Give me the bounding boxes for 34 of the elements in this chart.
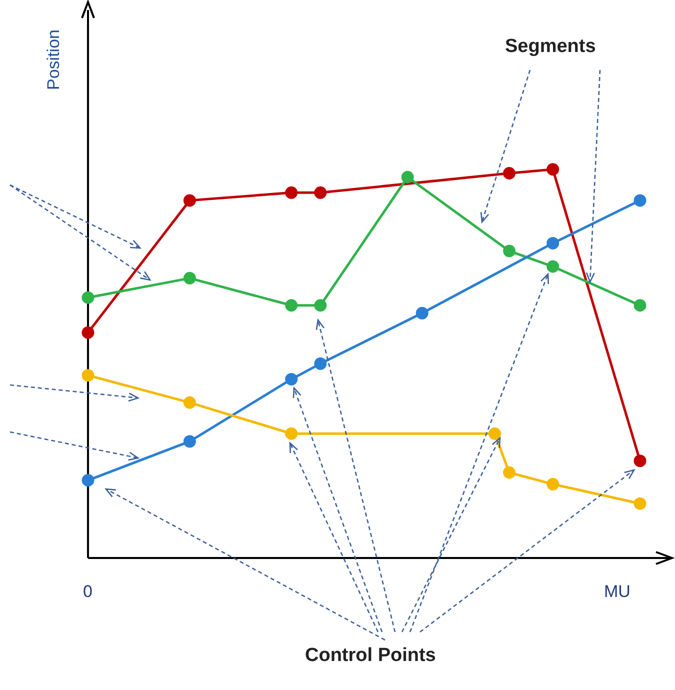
point [546,236,560,250]
point [183,435,196,448]
point [488,427,501,440]
point [314,357,327,370]
point [546,478,560,490]
point [285,427,298,440]
point [285,372,298,386]
point [401,170,414,184]
point [183,396,196,409]
point [82,474,94,487]
point [183,194,196,207]
point [634,454,646,468]
text: Segments [505,36,596,58]
point [183,272,196,284]
point [503,166,516,180]
point [314,186,327,199]
point [285,186,298,199]
text: 0 [83,582,92,602]
text: Control Points [305,645,436,667]
point [416,306,428,320]
point [82,369,94,382]
point [634,497,646,510]
point [314,299,327,312]
point [82,291,94,304]
point [546,260,560,273]
point [503,466,516,479]
point [503,244,516,258]
x-axis-title: MU [604,582,630,602]
point [285,299,298,312]
point [634,299,646,312]
y-axis-title: Position [44,30,64,90]
point [634,194,646,207]
point [546,163,560,176]
point [82,326,94,339]
